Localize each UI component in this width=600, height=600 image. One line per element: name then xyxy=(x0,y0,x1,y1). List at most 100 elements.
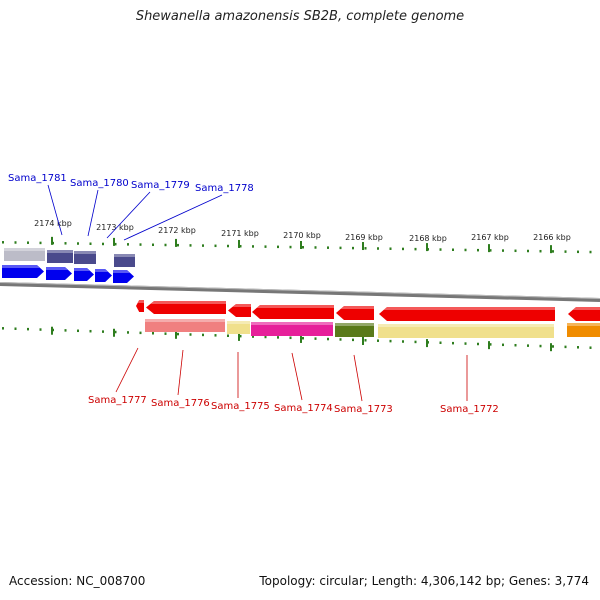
kbp-tick-label: 2168 kbp xyxy=(409,234,447,243)
minor-tick xyxy=(114,242,117,246)
reverse-feature-bar xyxy=(378,324,554,338)
arrow-shine xyxy=(232,304,251,307)
kbp-tick-label: 2167 kbp xyxy=(471,233,509,242)
reverse-gene-arrow xyxy=(252,305,334,319)
minor-tick xyxy=(202,244,204,247)
minor-tick xyxy=(489,343,492,346)
minor-tick xyxy=(139,331,142,335)
gene-leader-line xyxy=(123,194,223,241)
minor-tick xyxy=(164,243,167,247)
feature-bar-shine xyxy=(47,250,73,253)
minor-tick xyxy=(502,343,504,347)
minor-tick xyxy=(539,344,542,348)
gene-leader-line xyxy=(291,352,303,401)
minor-tick xyxy=(202,333,204,337)
arrow-shine xyxy=(2,265,40,268)
minor-tick xyxy=(464,342,467,345)
feature-bar-shine xyxy=(227,321,250,324)
minor-tick xyxy=(552,250,554,253)
minor-tick xyxy=(389,339,392,343)
major-tick xyxy=(300,240,302,249)
minor-tick xyxy=(39,241,42,245)
minor-tick xyxy=(414,340,417,344)
major-tick xyxy=(51,236,53,245)
minor-tick xyxy=(227,334,229,337)
minor-tick xyxy=(564,250,567,253)
reverse-gene-arrow xyxy=(336,306,374,320)
major-tick xyxy=(362,242,364,251)
feature-bar-shine xyxy=(378,324,554,327)
minor-tick xyxy=(477,248,479,252)
minor-tick xyxy=(264,335,267,339)
minor-tick xyxy=(152,332,154,335)
reverse-gene-arrow xyxy=(228,304,251,317)
minor-tick xyxy=(114,330,117,334)
reverse-feature-bar xyxy=(145,319,225,332)
minor-tick xyxy=(377,339,379,342)
reverse-feature-bar xyxy=(251,322,333,336)
major-tick xyxy=(175,238,177,247)
minor-tick xyxy=(214,244,217,248)
arrow-shine xyxy=(74,268,90,271)
minor-tick xyxy=(589,250,592,254)
arrow-shine xyxy=(572,307,600,310)
reverse-gene-arrow xyxy=(136,300,144,312)
minor-tick xyxy=(127,243,129,246)
arrow-shine xyxy=(340,306,374,309)
minor-tick xyxy=(389,247,392,250)
reverse-gene-arrow xyxy=(379,307,555,321)
minor-tick xyxy=(89,329,92,333)
gene-arrows xyxy=(2,265,600,321)
minor-tick xyxy=(27,327,29,331)
minor-tick xyxy=(364,247,367,250)
feature-bar-shine xyxy=(145,319,225,322)
minor-tick xyxy=(102,242,104,246)
minor-tick xyxy=(514,249,517,253)
minor-tick xyxy=(277,245,279,249)
feature-bar-shine xyxy=(567,323,600,326)
genome-title: Shewanella amazonensis SB2B, complete ge… xyxy=(135,9,465,24)
major-tick xyxy=(362,336,364,345)
minor-tick xyxy=(27,241,29,244)
minor-tick xyxy=(252,335,254,338)
reverse-feature-bar xyxy=(335,323,374,337)
reverse-gene-arrow xyxy=(146,301,226,314)
forward-gene-arrow xyxy=(46,267,72,280)
reverse-feature-bar xyxy=(227,321,250,334)
genome-stats-text: Topology: circular; Length: 4,306,142 bp… xyxy=(259,574,589,588)
kbp-tick-label: 2174 kbp xyxy=(34,219,72,228)
major-tick xyxy=(550,343,552,352)
minor-tick xyxy=(314,337,317,340)
forward-feature-bar xyxy=(4,248,45,261)
feature-bar-shine xyxy=(114,254,135,257)
major-tick xyxy=(113,328,115,337)
minor-tick xyxy=(277,336,279,339)
minor-tick xyxy=(339,338,342,341)
minor-tick xyxy=(64,242,67,245)
minor-tick xyxy=(339,246,342,250)
reverse-gene-arrow xyxy=(568,307,600,321)
minor-tick xyxy=(102,330,104,333)
kbp-tick-label: 2166 kbp xyxy=(533,233,571,242)
feature-bar-shine xyxy=(4,248,45,251)
gene-label-sama-1777: Sama_1777 xyxy=(88,395,147,406)
minor-tick xyxy=(177,243,179,247)
major-tick xyxy=(238,332,240,341)
minor-tick xyxy=(227,244,229,248)
minor-tick xyxy=(514,343,517,347)
gene-label-sama-1773: Sama_1773 xyxy=(334,404,393,415)
kbp-tick-label: 2170 kbp xyxy=(283,231,321,240)
minor-tick xyxy=(352,338,354,342)
minor-tick xyxy=(502,249,504,252)
minor-tick xyxy=(127,331,129,334)
minor-tick xyxy=(252,245,254,248)
gene-leader-line xyxy=(87,189,99,237)
forward-gene-arrow xyxy=(2,265,44,278)
gene-label-sama-1779: Sama_1779 xyxy=(131,180,190,191)
gene-label-sama-1772: Sama_1772 xyxy=(440,404,499,415)
minor-tick xyxy=(477,342,479,346)
gene-leader-line xyxy=(177,349,184,396)
arrow-shine xyxy=(46,267,68,270)
gene-label-sama-1776: Sama_1776 xyxy=(151,398,210,409)
